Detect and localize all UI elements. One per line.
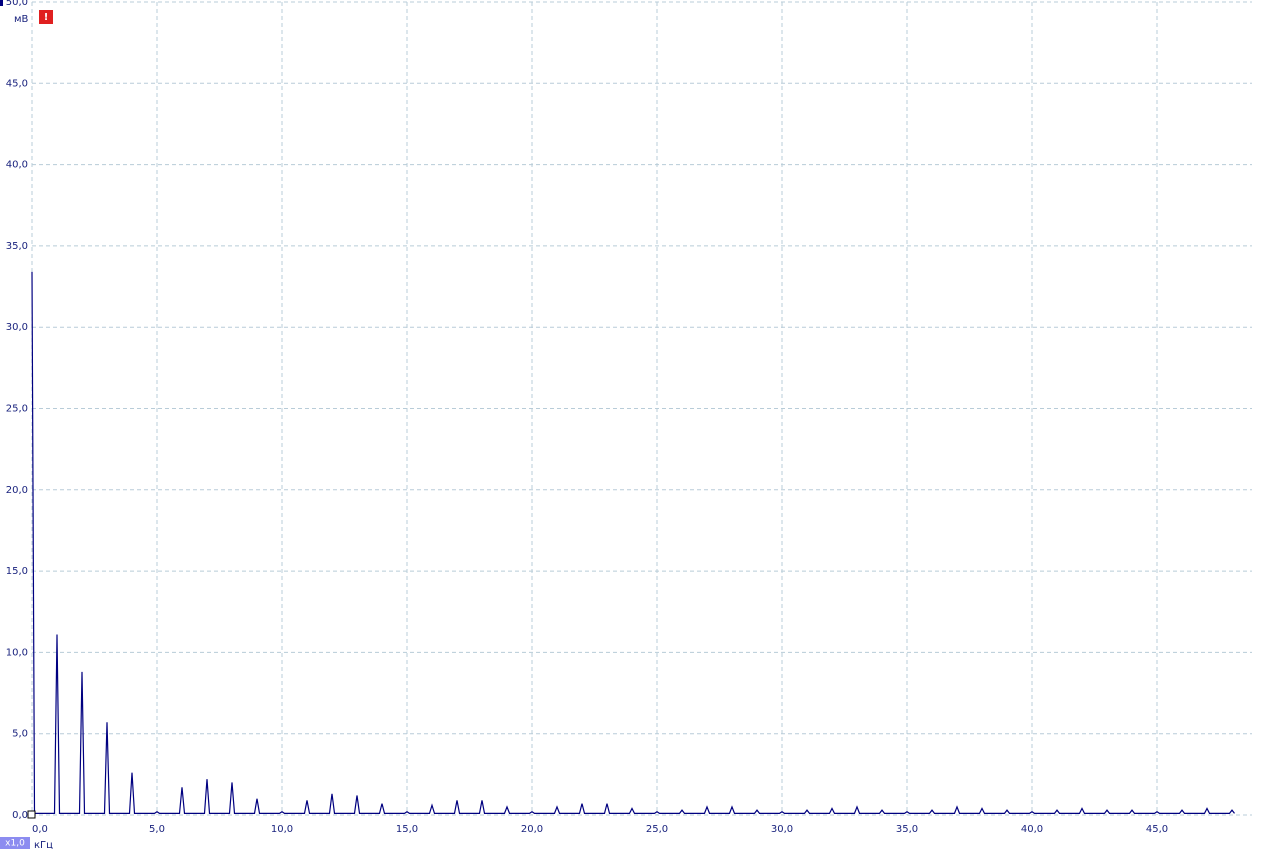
warning-text[interactable]: ! [44,12,49,23]
y-tick-label: 35,0 [6,241,28,252]
y-tick-label: 25,0 [6,404,28,415]
y-tick-label: 40,0 [6,160,28,171]
scale-label[interactable]: x1,0 [5,839,25,849]
x-tick-label: 45,0 [1146,824,1168,835]
origin-marker [27,810,36,819]
x-tick-label: 0,0 [32,824,48,835]
y-tick-label: 50,0 [6,0,28,8]
scale-badge[interactable] [0,837,30,849]
y-unit: мВ [14,14,29,25]
x-tick-label: 35,0 [896,824,918,835]
x-tick-label: 15,0 [396,824,418,835]
spectrum-line [31,271,1235,814]
y-tick-label: 45,0 [6,78,28,89]
y-tick-label: 20,0 [6,485,28,496]
x-tick-label: 40,0 [1021,824,1043,835]
y-tick-label: 0,0 [12,810,28,821]
x-tick-label: 30,0 [771,824,793,835]
x-tick-label: 25,0 [646,824,668,835]
x-tick-label: 5,0 [149,824,165,835]
y-tick-label: 5,0 [12,729,28,740]
x-unit: кГц [34,840,53,849]
x-tick-label: 10,0 [271,824,293,835]
y-tick-label: 30,0 [6,322,28,333]
y-tick-label: 15,0 [6,566,28,577]
warning-icon[interactable] [39,10,53,24]
x-tick-label: 20,0 [521,824,543,835]
axis-marker [0,0,3,6]
y-tick-label: 10,0 [6,647,28,658]
